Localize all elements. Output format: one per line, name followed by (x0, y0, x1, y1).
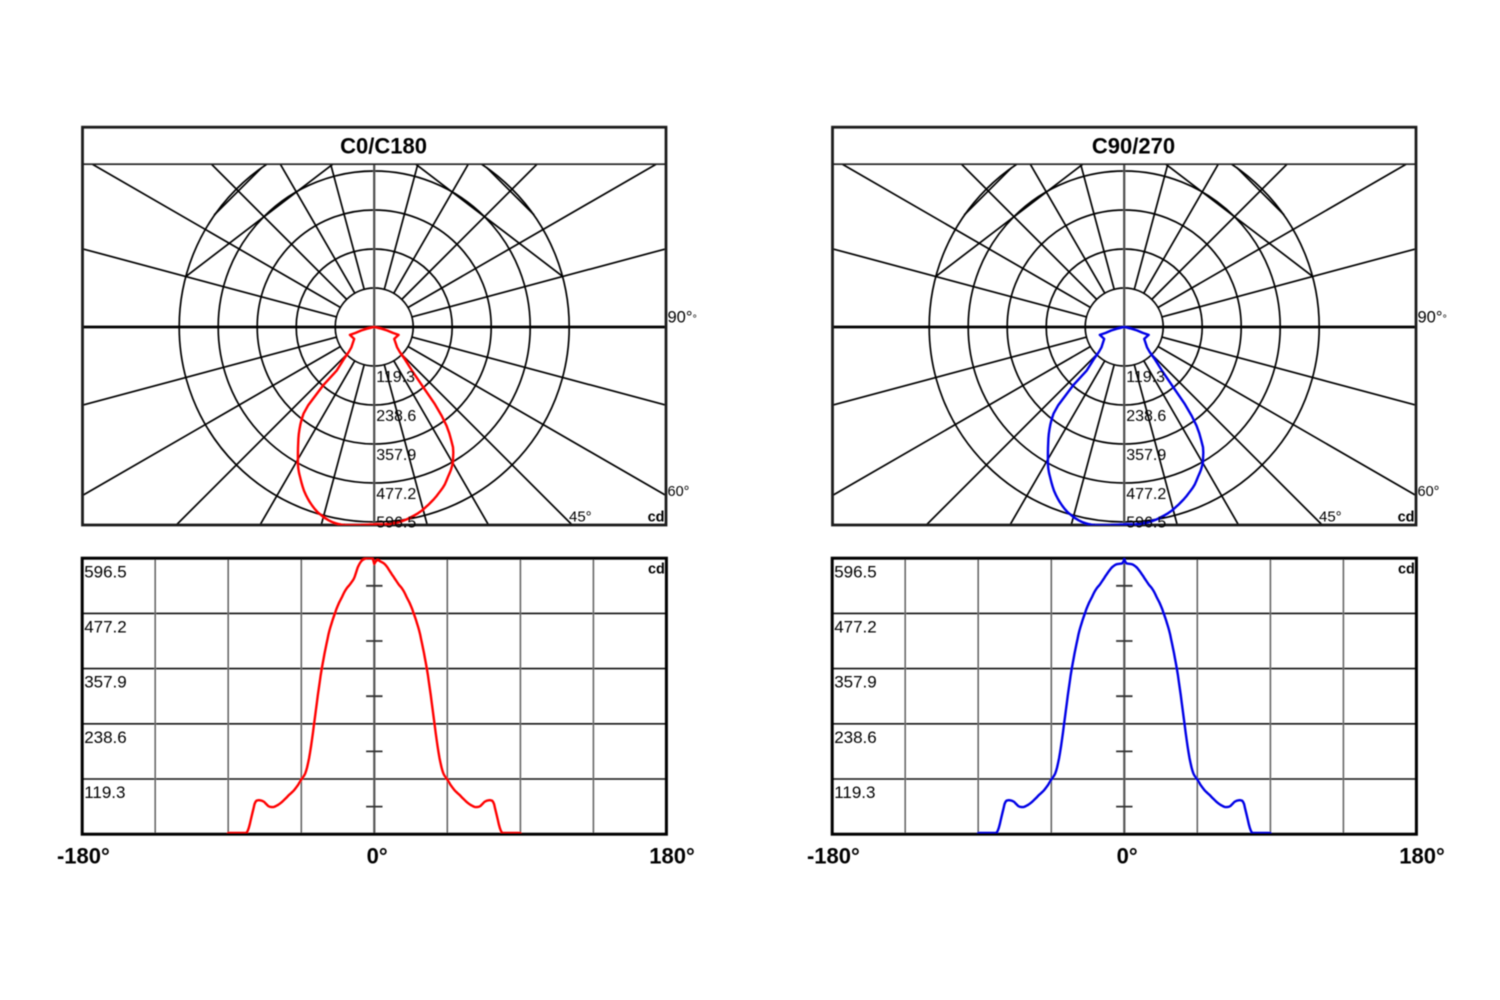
svg-text:45°: 45° (1319, 509, 1342, 526)
svg-text:119.3: 119.3 (376, 369, 415, 386)
svg-text:357.9: 357.9 (834, 673, 877, 692)
svg-text:477.2: 477.2 (84, 618, 127, 637)
svg-text:357.9: 357.9 (376, 447, 416, 464)
svg-text:-180°: -180° (57, 844, 110, 869)
svg-text:596.5: 596.5 (834, 562, 877, 581)
svg-text:596.5: 596.5 (84, 562, 127, 581)
svg-text:357.9: 357.9 (84, 673, 127, 692)
svg-text:238.6: 238.6 (376, 408, 416, 425)
svg-text:90°°: 90°° (668, 309, 697, 327)
svg-text:cd: cd (648, 562, 665, 578)
svg-text:596.5: 596.5 (376, 515, 416, 532)
svg-text:357.9: 357.9 (1126, 447, 1166, 464)
svg-text:-180°: -180° (807, 844, 860, 869)
svg-text:60°: 60° (1418, 484, 1440, 500)
svg-text:238.6: 238.6 (84, 728, 127, 747)
svg-text:477.2: 477.2 (376, 486, 416, 503)
svg-text:cd: cd (1398, 510, 1415, 526)
svg-text:180°: 180° (1399, 844, 1445, 869)
svg-text:0°: 0° (1117, 844, 1138, 869)
svg-text:90°°: 90°° (1418, 309, 1447, 327)
svg-text:60°: 60° (668, 484, 690, 500)
svg-text:596.5: 596.5 (1126, 515, 1166, 532)
svg-text:45°: 45° (569, 509, 592, 526)
svg-text:119.3: 119.3 (84, 783, 125, 802)
svg-text:477.2: 477.2 (1126, 486, 1166, 503)
svg-text:0°: 0° (367, 844, 388, 869)
svg-text:cd: cd (648, 510, 665, 526)
svg-text:238.6: 238.6 (1126, 408, 1166, 425)
svg-text:C90/270: C90/270 (1092, 134, 1175, 159)
svg-text:238.6: 238.6 (834, 728, 877, 747)
svg-text:180°: 180° (649, 844, 695, 869)
svg-text:C0/C180: C0/C180 (340, 134, 427, 159)
svg-text:477.2: 477.2 (834, 618, 877, 637)
svg-text:119.3: 119.3 (834, 783, 875, 802)
svg-text:119.3: 119.3 (1126, 369, 1165, 386)
svg-text:cd: cd (1398, 562, 1415, 578)
